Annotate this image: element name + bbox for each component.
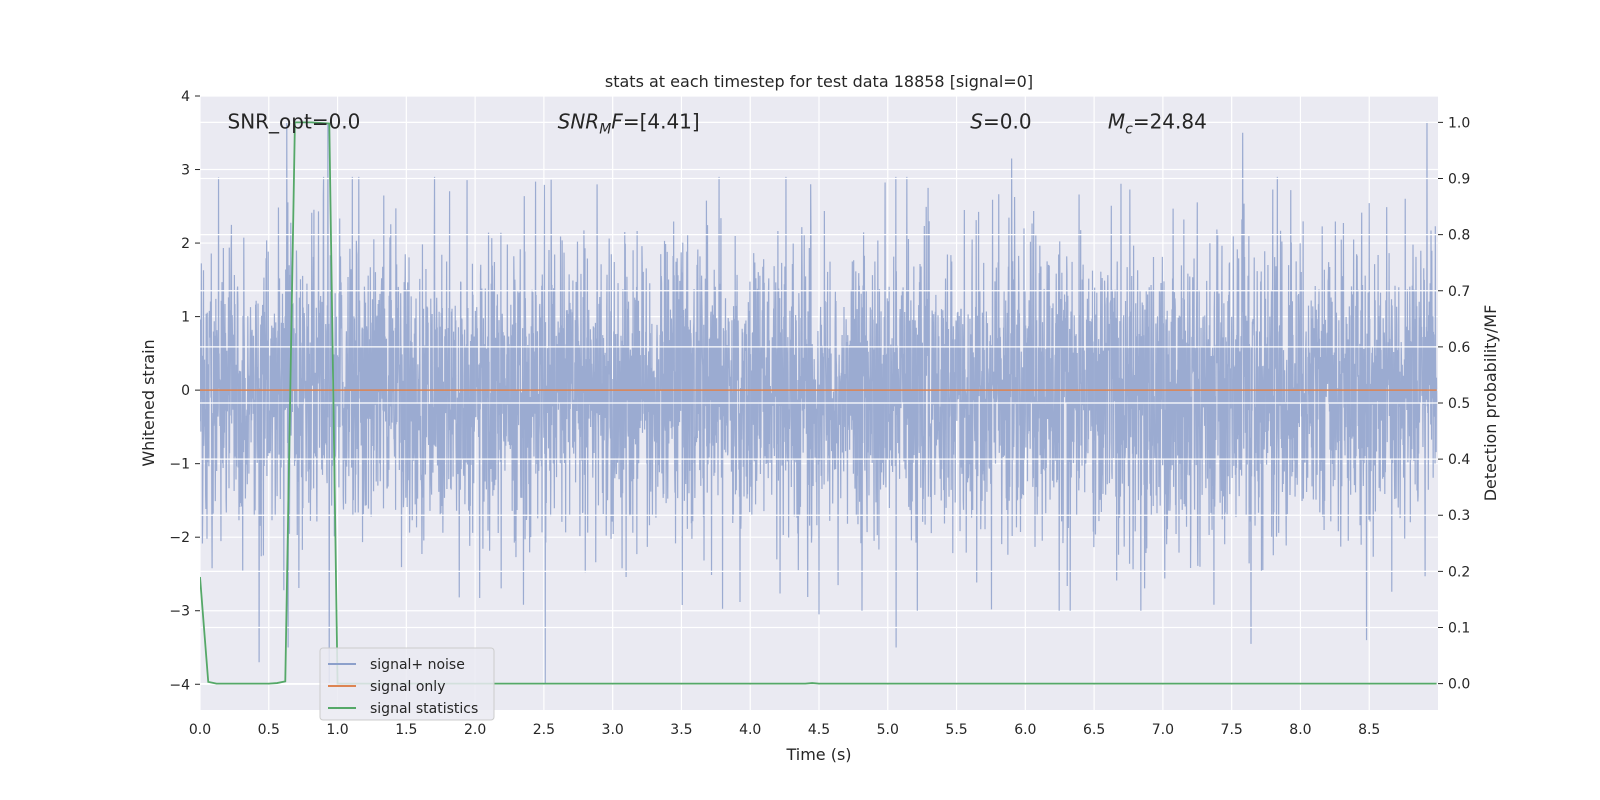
left-y-tick-label: −3 — [169, 604, 190, 620]
series-line-signal-statistics — [200, 121, 1437, 685]
right-y-tick-label: 0.4 — [1448, 452, 1470, 468]
x-tick-label: 4.5 — [808, 722, 830, 738]
left-y-tick-label: 1 — [181, 310, 190, 326]
left-y-axis-label: Whitened strain — [139, 339, 158, 466]
left-y-tick-label: 4 — [181, 89, 190, 105]
x-tick-label: 0.5 — [258, 722, 280, 738]
right-y-tick-label: 0.5 — [1448, 396, 1470, 412]
x-tick-label: 4.0 — [739, 722, 761, 738]
x-tick-label: 8.0 — [1289, 722, 1311, 738]
annotations: SNR_opt=0.0 SNRMF=[4.41] S=0.0 Mc=24.84 — [228, 110, 1207, 138]
legend-label: signal statistics — [370, 701, 478, 717]
right-y-tick-label: 0.0 — [1448, 677, 1470, 693]
right-y-tick-label: 0.1 — [1448, 620, 1470, 636]
stats-layer — [200, 121, 1437, 685]
legend-label: signal only — [370, 679, 445, 695]
left-y-tick-label: 2 — [181, 236, 190, 252]
left-y-tick-label: −4 — [169, 677, 190, 693]
x-tick-label: 1.5 — [395, 722, 417, 738]
x-tick-label: 2.5 — [533, 722, 555, 738]
x-tick-label: 0.0 — [189, 722, 211, 738]
x-tick-label: 8.5 — [1358, 722, 1380, 738]
left-y-tick-label: 3 — [181, 163, 190, 179]
x-tick-label: 6.5 — [1083, 722, 1105, 738]
x-tick-label: 6.0 — [1014, 722, 1036, 738]
legend-label: signal+ noise — [370, 657, 465, 673]
annotation-snr-opt: SNR_opt=0.0 — [228, 110, 361, 134]
right-y-axis-label: Detection probability/MF — [1481, 305, 1500, 502]
right-y-tick-label: 0.3 — [1448, 508, 1470, 524]
x-tick-label: 2.0 — [464, 722, 486, 738]
x-tick-label: 3.0 — [602, 722, 624, 738]
x-tick-label: 7.5 — [1221, 722, 1243, 738]
x-tick-label: 1.0 — [326, 722, 348, 738]
right-y-tick-label: 0.9 — [1448, 172, 1470, 188]
left-y-tick-label: −1 — [169, 457, 190, 473]
x-axis-ticks: 0.0 0.5 1.0 1.5 2.0 2.5 3.0 3.5 4.0 4.5 5.0 5.5 6.0 6… — [189, 722, 1380, 738]
series-layer — [200, 121, 1438, 685]
x-tick-label: 5.5 — [945, 722, 967, 738]
left-y-tick-label: 0 — [181, 383, 190, 399]
right-y-tick-label: 0.6 — [1448, 340, 1470, 356]
x-axis-label: Time (s) — [785, 745, 851, 764]
x-tick-label: 7.0 — [1152, 722, 1174, 738]
right-y-tick-label: 0.8 — [1448, 228, 1470, 244]
legend: signal+ noise signal only signal statistic… — [319, 647, 495, 721]
series-line-signal-noise — [200, 121, 1438, 685]
annotation-snr-mf: SNRMF=[4.41] — [558, 110, 700, 138]
annotation-s-value: S=0.0 — [970, 110, 1031, 134]
right-y-tick-label: 1.0 — [1448, 115, 1470, 131]
legend-frame — [319, 647, 495, 721]
right-y-tick-label: 0.7 — [1448, 284, 1470, 300]
x-tick-label: 5.0 — [877, 722, 899, 738]
right-y-tick-label: 0.2 — [1448, 564, 1470, 580]
x-tick-label: 3.5 — [670, 722, 692, 738]
right-y-axis-ticks: 1.0 0.9 0.8 0.7 0.6 0.5 0.4 0.3 0.2 0.1 0.0 — [1438, 115, 1470, 693]
left-y-tick-label: −2 — [169, 530, 190, 546]
annotation-mc-value: Mc=24.84 — [1108, 110, 1207, 138]
chart-title: stats at each timestep for test data 188… — [605, 72, 1033, 91]
left-y-axis-ticks: 4 3 2 1 0 −1 −2 −3 −4 — [169, 89, 200, 693]
